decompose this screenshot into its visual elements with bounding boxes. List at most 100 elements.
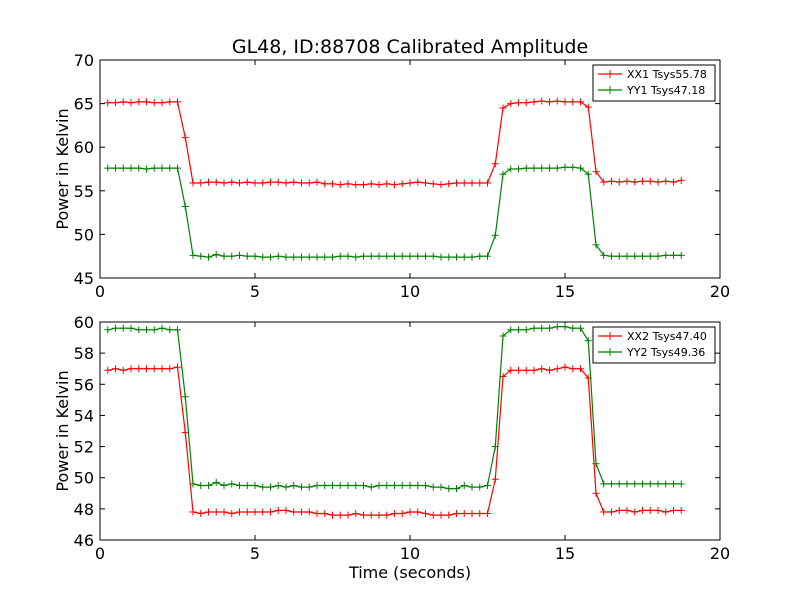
- data-point-top-1: [104, 164, 112, 172]
- data-point-bottom-1: [158, 324, 166, 332]
- data-point-top-1: [282, 253, 290, 261]
- data-point-bottom-1: [220, 482, 228, 489]
- data-point-bottom-0: [127, 365, 135, 373]
- data-point-top-0: [329, 180, 336, 188]
- data-point-top-1: [522, 164, 530, 172]
- data-point-top-0: [127, 99, 135, 107]
- data-point-bottom-1: [577, 324, 584, 332]
- data-point-top-0: [476, 179, 484, 187]
- data-point-top-1: [453, 253, 460, 261]
- data-point-top-1: [623, 252, 631, 260]
- data-point-top-1: [670, 251, 677, 259]
- data-point-bottom-1: [429, 483, 437, 491]
- ytick-label-bottom: 48: [74, 500, 94, 519]
- data-point-top-1: [445, 253, 453, 261]
- legend-bottom-box: [592, 326, 716, 364]
- data-point-bottom-0: [662, 508, 670, 516]
- data-point-bottom-1: [228, 480, 236, 488]
- data-point-bottom-0: [197, 510, 205, 518]
- xtick-label-top: 10: [400, 282, 420, 301]
- data-point-top-0: [383, 180, 391, 188]
- data-point-top-1: [476, 252, 484, 260]
- data-point-top-0: [189, 179, 197, 187]
- data-point-top-1: [375, 252, 383, 260]
- data-point-top-1: [615, 252, 623, 260]
- data-point-top-1: [406, 252, 414, 260]
- data-point-bottom-0: [243, 508, 251, 516]
- legend-bottom-xx2-label: XX2 Tsys47.40: [627, 330, 707, 343]
- data-point-bottom-1: [391, 482, 398, 489]
- data-point-bottom-1: [251, 482, 259, 489]
- data-point-bottom-0: [174, 363, 181, 371]
- xtick-label-top: 0: [95, 282, 105, 301]
- xtick-label-bottom: 15: [555, 544, 575, 563]
- data-point-bottom-1: [422, 482, 429, 489]
- data-point-bottom-1: [592, 460, 600, 468]
- data-point-bottom-0: [112, 365, 119, 373]
- data-point-bottom-1: [181, 393, 189, 401]
- data-point-bottom-1: [321, 482, 329, 489]
- data-point-bottom-0: [236, 508, 243, 516]
- data-point-bottom-1: [476, 483, 484, 491]
- data-point-bottom-1: [329, 482, 336, 489]
- data-point-bottom-0: [646, 506, 654, 514]
- data-point-top-1: [119, 164, 127, 172]
- data-point-bottom-1: [677, 480, 685, 488]
- data-point-bottom-1: [491, 443, 499, 451]
- data-point-bottom-1: [538, 324, 546, 332]
- data-point-bottom-1: [584, 337, 592, 345]
- data-point-bottom-1: [305, 483, 313, 491]
- data-point-top-1: [538, 164, 546, 172]
- data-point-top-1: [166, 164, 174, 172]
- data-point-bottom-1: [631, 480, 639, 488]
- data-point-top-1: [220, 252, 228, 260]
- data-point-bottom-1: [530, 324, 538, 332]
- data-point-top-1: [360, 252, 367, 260]
- data-point-top-0: [460, 179, 468, 187]
- data-point-top-0: [228, 178, 236, 186]
- data-point-top-0: [515, 99, 522, 107]
- data-point-bottom-1: [553, 323, 561, 331]
- data-point-top-0: [290, 178, 298, 186]
- data-point-bottom-1: [646, 480, 654, 488]
- data-point-top-1: [468, 253, 476, 261]
- data-point-top-0: [212, 178, 220, 186]
- data-point-top-1: [181, 202, 189, 210]
- data-point-top-1: [290, 253, 298, 261]
- data-point-bottom-1: [174, 326, 181, 334]
- data-point-bottom-0: [414, 508, 422, 516]
- data-point-top-0: [205, 178, 212, 186]
- data-point-bottom-0: [352, 510, 360, 518]
- data-point-top-0: [143, 98, 150, 106]
- data-point-top-1: [259, 253, 267, 261]
- data-point-top-0: [181, 134, 189, 142]
- data-point-bottom-0: [158, 365, 166, 373]
- data-point-bottom-0: [546, 366, 553, 374]
- data-point-top-0: [375, 181, 383, 189]
- data-point-top-0: [313, 178, 321, 186]
- ytick-label-top: 55: [74, 182, 94, 201]
- data-point-bottom-1: [499, 332, 507, 340]
- data-point-top-1: [383, 252, 391, 260]
- data-point-top-0: [608, 177, 615, 185]
- data-point-top-1: [530, 164, 538, 172]
- data-point-top-1: [305, 253, 313, 261]
- plot-bottom-ylabel: Power in Kelvin: [53, 370, 72, 491]
- data-point-bottom-0: [228, 510, 236, 518]
- data-point-bottom-1: [515, 326, 522, 334]
- data-point-top-1: [174, 164, 181, 172]
- xtick-label-bottom: 0: [95, 544, 105, 563]
- data-point-bottom-0: [631, 508, 639, 516]
- data-point-bottom-1: [290, 482, 298, 489]
- data-point-bottom-1: [414, 482, 422, 489]
- plot-bottom-xlabel: Time (seconds): [348, 563, 471, 582]
- data-point-bottom-1: [352, 482, 360, 489]
- data-point-top-1: [569, 163, 577, 171]
- data-point-bottom-1: [367, 483, 375, 491]
- data-point-bottom-1: [670, 480, 677, 488]
- data-point-top-0: [600, 178, 608, 186]
- data-point-top-1: [553, 164, 561, 172]
- data-point-bottom-1: [522, 326, 530, 334]
- data-point-top-0: [584, 103, 592, 111]
